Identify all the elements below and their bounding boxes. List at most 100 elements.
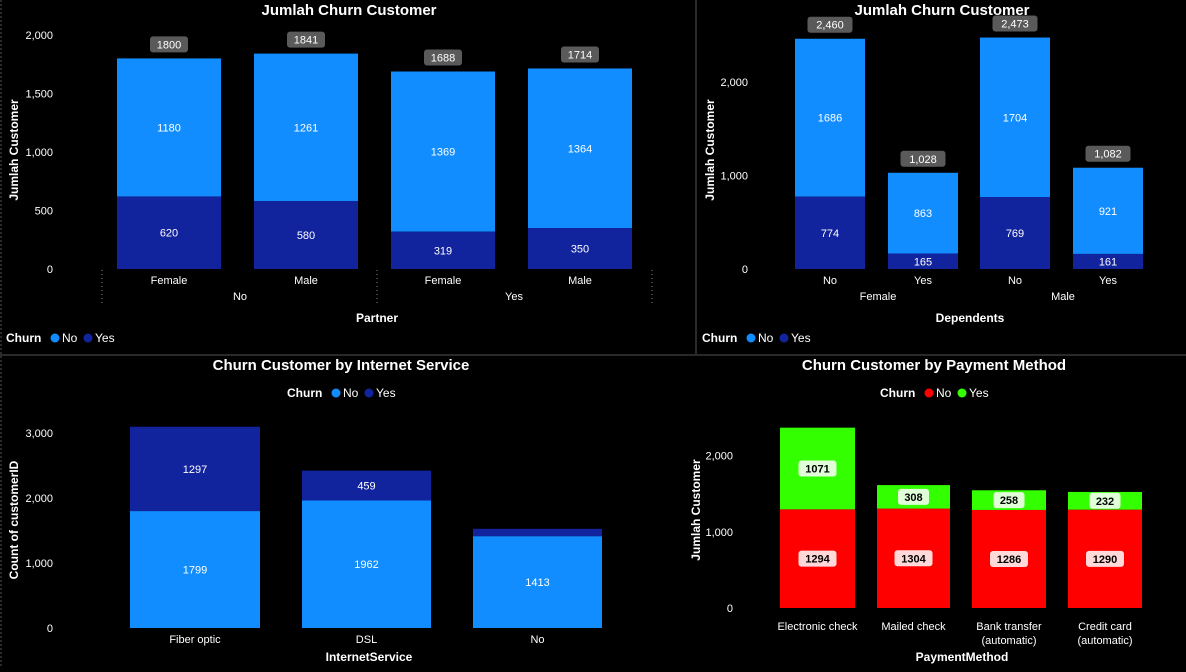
internet-chart: Churn Customer by Internet Service 0 1,000… [7, 357, 602, 664]
partner-y-tick-label: 0 [47, 264, 53, 276]
payment-legend-marker-no[interactable] [924, 388, 934, 398]
partner-chart-title: Jumlah Churn Customer [261, 2, 436, 19]
dependents-bar-no[interactable] [888, 172, 958, 254]
payment-data-label-yes: 308 [904, 492, 922, 504]
internet-data-label-no: 1962 [354, 559, 378, 571]
internet-bar-no[interactable] [473, 536, 602, 628]
payment-y-tick-label: 2,000 [705, 451, 733, 463]
payment-legend-marker-yes[interactable] [957, 388, 967, 398]
partner-legend-title: Churn [6, 331, 41, 345]
payment-data-label-bg-no [1086, 550, 1124, 567]
dependents-x-tick-label: Yes [1099, 275, 1117, 287]
partner-data-label-yes: 580 [297, 230, 315, 242]
partner-data-label-no: 1180 [157, 122, 181, 134]
partner-legend-marker-yes[interactable] [83, 333, 93, 343]
internet-legend-marker-no[interactable] [331, 388, 341, 398]
dependents-bar-no[interactable] [980, 37, 1050, 198]
payment-y-tick-label: 0 [727, 603, 733, 615]
dependents-bar-yes[interactable] [1073, 253, 1143, 269]
payment-data-label-bg-no [798, 550, 837, 567]
dependents-legend-marker-no[interactable] [746, 333, 756, 343]
payment-data-label-bg-yes [1089, 492, 1121, 509]
internet-legend-marker-yes[interactable] [364, 388, 374, 398]
dependents-total-label: 1,082 [1094, 149, 1122, 161]
dependents-bar-yes[interactable] [795, 196, 865, 269]
payment-data-label-bg-no [990, 550, 1028, 567]
partner-bar-yes[interactable] [528, 228, 632, 269]
partner-x-tick-label: Female [151, 275, 188, 287]
payment-legend-title: Churn [880, 386, 915, 400]
dependents-data-label-no: 921 [1099, 206, 1117, 218]
internet-data-label-yes: 459 [357, 481, 375, 493]
partner-bar-no[interactable] [254, 53, 358, 202]
partner-x-group-label: Yes [505, 291, 523, 303]
partner-legend: Churn No Yes [6, 331, 115, 345]
payment-legend-item-no[interactable]: No [936, 386, 952, 400]
dependents-legend-item-yes[interactable]: Yes [791, 331, 811, 345]
internet-x-tick-label: No [530, 634, 544, 646]
partner-x-tick-label: Male [294, 275, 318, 287]
partner-total-label: 1841 [294, 35, 318, 47]
dependents-bar-no[interactable] [795, 38, 865, 197]
internet-legend: Churn No Yes [287, 386, 396, 400]
partner-bar-no[interactable] [528, 68, 632, 229]
dependents-x-axis-title: Dependents [936, 311, 1005, 325]
dependents-data-label-no: 1704 [1003, 112, 1027, 124]
partner-legend-item-yes[interactable]: Yes [95, 331, 115, 345]
internet-legend-item-no[interactable]: No [343, 386, 359, 400]
partner-total-badge [561, 46, 599, 63]
partner-total-label: 1800 [157, 39, 181, 51]
partner-total-badge [150, 36, 188, 53]
partner-x-group-label: No [233, 291, 247, 303]
dependents-bar-yes[interactable] [980, 197, 1050, 269]
partner-legend-marker-no[interactable] [50, 333, 60, 343]
payment-data-label-bg-yes [798, 460, 837, 477]
dependents-y-tick-label: 2,000 [720, 77, 748, 89]
partner-bar-yes[interactable] [391, 231, 495, 269]
dependents-x-group-label: Female [860, 291, 897, 303]
partner-x-tick-label: Female [425, 275, 462, 287]
internet-bar-yes[interactable] [473, 528, 602, 537]
partner-data-label-yes: 350 [571, 244, 589, 256]
dependents-bar-no[interactable] [1073, 167, 1143, 254]
dependents-x-tick-label: Yes [914, 275, 932, 287]
partner-data-label-yes: 319 [434, 245, 452, 257]
payment-x-axis-title: PaymentMethod [916, 650, 1009, 664]
payment-legend-item-yes[interactable]: Yes [969, 386, 989, 400]
dependents-x-group-label: Male [1051, 291, 1075, 303]
payment-x-tick-label: Bank transfer [976, 621, 1042, 633]
payment-data-label-bg-yes [993, 492, 1025, 509]
dependents-legend-marker-yes[interactable] [779, 333, 789, 343]
partner-bar-no[interactable] [117, 58, 221, 197]
payment-data-label-no: 1294 [805, 554, 830, 566]
dependents-legend-title: Churn [702, 331, 737, 345]
dependents-legend-item-no[interactable]: No [758, 331, 774, 345]
dependents-data-label-yes: 774 [821, 228, 839, 240]
payment-data-label-yes: 1071 [805, 464, 829, 476]
internet-data-label-no: 1799 [183, 565, 207, 577]
partner-y-axis-title: Jumlah Customer [7, 99, 21, 201]
dependents-total-label: 2,460 [816, 20, 844, 32]
partner-bar-yes[interactable] [117, 196, 221, 269]
dependents-data-label-yes: 769 [1006, 228, 1024, 240]
payment-data-label-yes: 232 [1096, 496, 1114, 508]
internet-bar-no[interactable] [302, 500, 431, 628]
internet-bar-yes[interactable] [302, 470, 431, 501]
internet-data-label-yes: 1297 [183, 464, 207, 476]
partner-legend-item-no[interactable]: No [62, 331, 78, 345]
dependents-bar-yes[interactable] [888, 253, 958, 269]
partner-data-label-no: 1364 [568, 143, 592, 155]
internet-legend-item-yes[interactable]: Yes [376, 386, 396, 400]
partner-bar-no[interactable] [391, 71, 495, 232]
internet-bar-no[interactable] [130, 511, 260, 628]
partner-y-tick-label: 2,000 [25, 30, 53, 42]
dependents-total-label: 2,473 [1001, 19, 1029, 31]
partner-bar-yes[interactable] [254, 201, 358, 269]
dependents-data-label-no: 1686 [818, 113, 842, 125]
payment-y-axis-title: Jumlah Customer [689, 459, 703, 561]
payment-data-label-no: 1286 [997, 554, 1021, 566]
partner-x-tick-label: Male [568, 275, 592, 287]
partner-y-tick-label: 1,000 [25, 147, 53, 159]
internet-bar-yes[interactable] [130, 426, 260, 512]
dependents-data-label-no: 863 [914, 208, 932, 220]
